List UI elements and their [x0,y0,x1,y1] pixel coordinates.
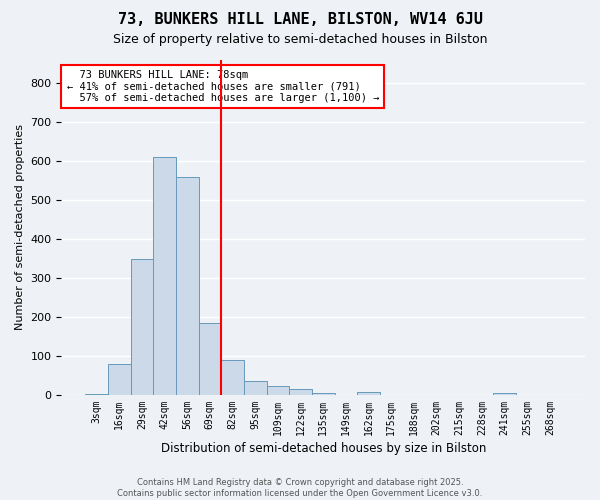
Bar [108,364,131,395]
Bar [244,382,266,395]
Bar [493,393,516,395]
Bar [176,177,199,395]
Y-axis label: Number of semi-detached properties: Number of semi-detached properties [15,124,25,330]
Bar [199,323,221,395]
Bar [221,360,244,395]
Text: Contains HM Land Registry data © Crown copyright and database right 2025.
Contai: Contains HM Land Registry data © Crown c… [118,478,482,498]
X-axis label: Distribution of semi-detached houses by size in Bilston: Distribution of semi-detached houses by … [161,442,486,455]
Text: 73, BUNKERS HILL LANE, BILSTON, WV14 6JU: 73, BUNKERS HILL LANE, BILSTON, WV14 6JU [118,12,482,28]
Bar [266,386,289,395]
Bar [85,394,108,395]
Bar [289,389,312,395]
Bar [312,393,335,395]
Text: Size of property relative to semi-detached houses in Bilston: Size of property relative to semi-detach… [113,32,487,46]
Bar [357,392,380,395]
Text: 73 BUNKERS HILL LANE: 78sqm
← 41% of semi-detached houses are smaller (791)
  57: 73 BUNKERS HILL LANE: 78sqm ← 41% of sem… [67,70,379,103]
Bar [131,258,153,395]
Bar [153,158,176,395]
